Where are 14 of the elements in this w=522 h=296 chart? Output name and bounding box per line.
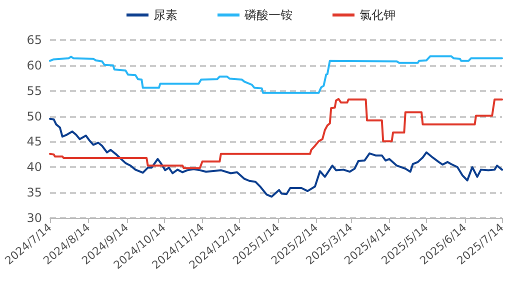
- y-tick-label: 60: [26, 58, 42, 72]
- y-tick-label: 65: [26, 33, 42, 47]
- line-series: [49, 55, 503, 94]
- y-tick-label: 40: [26, 160, 42, 174]
- line-series: [49, 118, 503, 198]
- y-tick-label: 30: [26, 211, 42, 225]
- line-series: [49, 98, 503, 170]
- y-tick-label: 55: [26, 84, 42, 98]
- legend-label: 氯化钾: [360, 8, 396, 22]
- y-tick-label: 35: [26, 186, 42, 200]
- y-tick-label: 50: [26, 109, 42, 124]
- legend-label: 磷酸一铵: [244, 8, 292, 22]
- y-tick-label: 45: [26, 134, 42, 149]
- legend-label: 尿素: [154, 8, 178, 22]
